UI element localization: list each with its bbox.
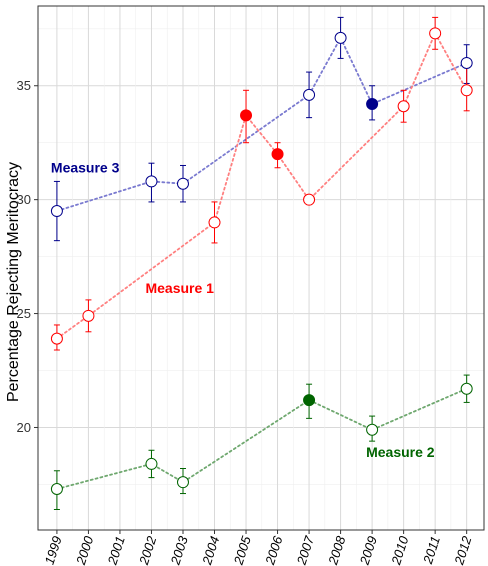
measure-1-point [82,309,95,322]
measure-1-point [397,100,410,113]
measure-1-point [429,27,442,40]
series-label: Measure 1 [145,280,214,296]
measure-3-point [176,177,189,190]
plot-frame [37,5,485,531]
measure-2-point [145,457,158,470]
measure-1-point [271,148,284,161]
y-axis: 20 25 30 35 [17,78,38,435]
measure-1-point [240,109,253,122]
measure-3-point [50,205,63,218]
measure-1-point [303,193,316,206]
measure-3-point [460,56,473,69]
y-tick-label: 20 [17,420,31,435]
y-tick-label: 25 [17,306,31,321]
measure-2-point [303,394,316,407]
measure-2-line [56,387,468,490]
measure-3-point [334,31,347,44]
grid [38,6,484,530]
series-annotations: Measure 3 Measure 1 Measure 2 [51,159,435,460]
measure-3-point [366,97,379,110]
measure-2-point [50,482,63,495]
series-label: Measure 2 [366,444,435,460]
y-axis-title: Percentage Rejecting Meritocracy [5,162,22,402]
y-tick-label: 30 [17,192,31,207]
y-tick-label: 35 [17,78,31,93]
measure-2-point [366,423,379,436]
measure-1-point [50,332,63,345]
plot-border [37,5,485,531]
measure-2-point [176,476,189,489]
measure-1-point [460,84,473,97]
data-points [50,27,473,495]
measure-1-point [208,216,221,229]
series-label: Measure 3 [51,159,120,175]
measure-3-point [303,88,316,101]
measure-2-point [460,382,473,395]
measure-3-point [145,175,158,188]
